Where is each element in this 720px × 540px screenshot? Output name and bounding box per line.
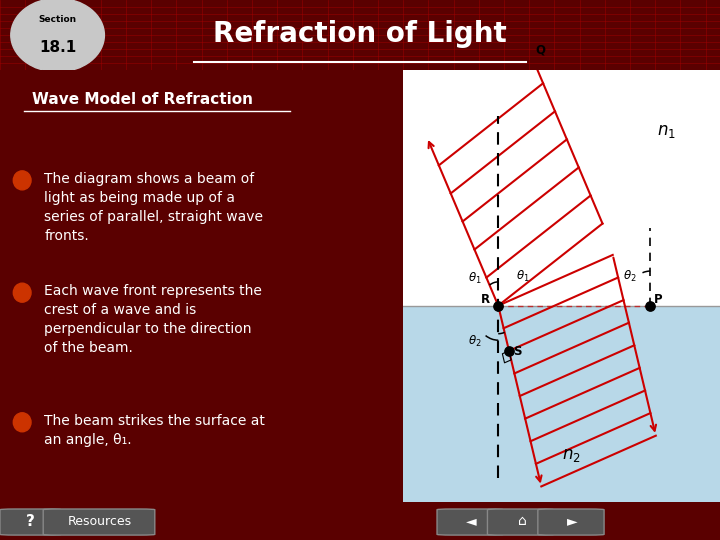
Circle shape xyxy=(13,283,31,302)
FancyBboxPatch shape xyxy=(43,509,155,535)
Circle shape xyxy=(13,171,31,190)
Text: Wave Model of Refraction: Wave Model of Refraction xyxy=(32,92,253,107)
FancyBboxPatch shape xyxy=(437,509,503,535)
Text: ⌂: ⌂ xyxy=(518,514,526,528)
Text: $n_2$: $n_2$ xyxy=(562,446,580,464)
Text: Section: Section xyxy=(39,15,76,24)
Text: ►: ► xyxy=(567,514,577,528)
Point xyxy=(492,301,504,310)
Text: $n_1$: $n_1$ xyxy=(657,122,675,140)
Text: Q: Q xyxy=(535,43,545,56)
Text: Refraction of Light: Refraction of Light xyxy=(213,19,507,48)
Point xyxy=(644,301,656,310)
Text: Resources: Resources xyxy=(67,515,132,528)
Text: S: S xyxy=(513,345,521,358)
Circle shape xyxy=(13,413,31,432)
Text: The beam strikes the surface at
an angle, θ₁.: The beam strikes the surface at an angle… xyxy=(45,414,265,447)
Text: ◄: ◄ xyxy=(467,514,477,528)
Ellipse shape xyxy=(11,0,104,72)
FancyBboxPatch shape xyxy=(487,509,554,535)
FancyBboxPatch shape xyxy=(0,509,61,535)
Text: R: R xyxy=(481,293,490,307)
Bar xyxy=(403,70,720,306)
Text: Each wave front represents the
crest of a wave and is
perpendicular to the direc: Each wave front represents the crest of … xyxy=(45,284,262,355)
Text: P: P xyxy=(654,293,662,307)
Point xyxy=(503,347,515,355)
Text: $\theta_2$: $\theta_2$ xyxy=(624,269,637,284)
Text: $\theta_1$: $\theta_1$ xyxy=(468,271,482,286)
Text: The diagram shows a beam of
light as being made up of a
series of parallel, stra: The diagram shows a beam of light as bei… xyxy=(45,172,264,242)
Text: $\theta_1$: $\theta_1$ xyxy=(516,269,529,284)
FancyBboxPatch shape xyxy=(538,509,604,535)
Text: 18.1: 18.1 xyxy=(39,39,76,55)
Point xyxy=(526,51,537,59)
Bar xyxy=(403,306,720,502)
Text: ?: ? xyxy=(26,514,35,529)
Text: $\theta_2$: $\theta_2$ xyxy=(468,334,482,349)
